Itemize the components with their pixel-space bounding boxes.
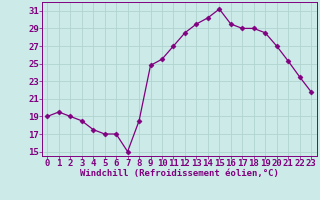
X-axis label: Windchill (Refroidissement éolien,°C): Windchill (Refroidissement éolien,°C)	[80, 169, 279, 178]
